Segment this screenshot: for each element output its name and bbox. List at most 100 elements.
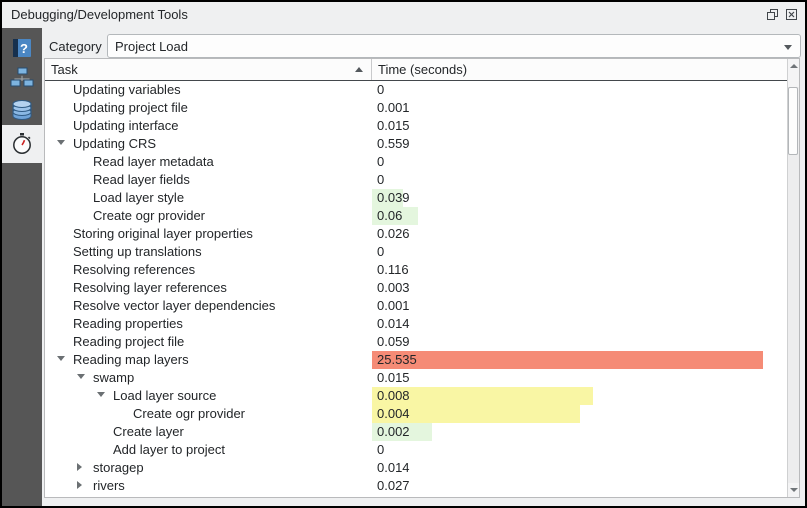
time-value: 0.059	[377, 334, 410, 349]
time-value: 0.001	[377, 100, 410, 115]
tree-expand-icon[interactable]	[77, 481, 82, 489]
time-cell: 0	[372, 441, 787, 459]
table-row[interactable]: Read layer fields 0	[45, 171, 787, 189]
table-row[interactable]: Load layer style 0.039	[45, 189, 787, 207]
task-cell: Setting up translations	[45, 243, 372, 261]
time-value: 0.004	[377, 406, 410, 421]
time-value: 0.039	[377, 190, 410, 205]
float-icon	[767, 9, 778, 20]
float-window-button[interactable]	[765, 7, 780, 22]
time-cell: 0.116	[372, 261, 787, 279]
category-label: Category	[49, 39, 102, 54]
table-row[interactable]: Read layer metadata 0	[45, 153, 787, 171]
table-row[interactable]: Create ogr provider 0.004	[45, 405, 787, 423]
table-row[interactable]: Updating variables 0	[45, 81, 787, 99]
table-row[interactable]: Resolving references 0.116	[45, 261, 787, 279]
time-cell: 0.014	[372, 459, 787, 477]
task-label: Resolving layer references	[73, 280, 227, 295]
time-value: 0.026	[377, 226, 410, 241]
time-cell: 0.015	[372, 117, 787, 135]
time-cell: 0.014	[372, 315, 787, 333]
chevron-down-icon	[784, 45, 792, 50]
arrow-down-icon	[789, 488, 798, 492]
task-label: Create ogr provider	[93, 208, 205, 223]
close-icon	[786, 9, 797, 20]
titlebar[interactable]: Debugging/Development Tools	[2, 2, 805, 28]
table-row[interactable]: rivers 0.027	[45, 477, 787, 495]
table-row[interactable]: Setting up translations 0	[45, 243, 787, 261]
arrow-up-icon	[789, 64, 798, 68]
table-row[interactable]: Resolving layer references 0.003	[45, 279, 787, 297]
sidebar-tab-network-logger[interactable]	[2, 63, 42, 94]
table-row[interactable]: Create ogr provider 0.06	[45, 207, 787, 225]
table-row[interactable]: swamp 0.015	[45, 369, 787, 387]
time-value: 25.535	[377, 352, 417, 367]
tree-expand-icon[interactable]	[57, 356, 65, 361]
sidebar-tab-profiler[interactable]	[2, 125, 42, 163]
table-row[interactable]: storagep 0.014	[45, 459, 787, 477]
column-header-task[interactable]: Task	[45, 59, 372, 80]
time-cell: 0.008	[372, 387, 787, 405]
network-logger-icon	[10, 67, 34, 89]
sidebar-tab-api-help[interactable]: ?	[2, 32, 42, 63]
task-cell: Reading map layers	[45, 351, 372, 369]
task-label: Create layer	[113, 424, 184, 439]
task-label: Updating project file	[73, 100, 188, 115]
task-cell: Create ogr provider	[45, 405, 372, 423]
table-row[interactable]: Load layer source 0.008	[45, 387, 787, 405]
tree-expand-icon[interactable]	[77, 463, 82, 471]
time-value: 0	[377, 154, 385, 169]
table-row[interactable]: Updating CRS 0.559	[45, 135, 787, 153]
table-row[interactable]: Updating project file 0.001	[45, 99, 787, 117]
scrollbar-thumb[interactable]	[788, 87, 798, 155]
task-cell: Updating project file	[45, 99, 372, 117]
task-cell: Updating CRS	[45, 135, 372, 153]
stopwatch-profiler-icon	[13, 133, 31, 154]
table-row[interactable]: Resolve vector layer dependencies 0.001	[45, 297, 787, 315]
scroll-down-button[interactable]	[788, 483, 799, 497]
task-label: storagep	[93, 460, 144, 475]
task-label: Updating CRS	[73, 136, 157, 151]
time-value: 0	[377, 244, 385, 259]
table-row[interactable]: Reading properties 0.014	[45, 315, 787, 333]
table-row[interactable]: Reading map layers 25.535	[45, 351, 787, 369]
tree-expand-icon[interactable]	[77, 374, 85, 379]
vertical-scrollbar[interactable]	[787, 59, 799, 497]
table-row[interactable]: Storing original layer properties 0.026	[45, 225, 787, 243]
task-cell: Updating interface	[45, 117, 372, 135]
table-row[interactable]: Create layer 0.002	[45, 423, 787, 441]
table-row[interactable]: Reading project file 0.059	[45, 333, 787, 351]
time-value: 0.014	[377, 460, 410, 475]
time-value: 0.015	[377, 118, 410, 133]
task-cell: Reading project file	[45, 333, 372, 351]
category-select[interactable]: Project Load	[107, 34, 801, 58]
table-row[interactable]: Updating interface 0.015	[45, 117, 787, 135]
time-cell: 0.027	[372, 477, 787, 495]
time-heat-bar	[372, 189, 403, 207]
tree-expand-icon[interactable]	[57, 140, 65, 145]
close-button[interactable]	[784, 7, 799, 22]
table-body: Updating variables 0 Updating project fi…	[45, 81, 787, 497]
time-value: 0.559	[377, 136, 410, 151]
task-label: Create ogr provider	[133, 406, 245, 421]
time-heat-bar	[372, 423, 432, 441]
table-row[interactable]: Add layer to project 0	[45, 441, 787, 459]
column-header-time[interactable]: Time (seconds)	[378, 62, 468, 77]
time-value: 0.001	[377, 298, 410, 313]
time-heat-bar	[372, 207, 418, 225]
sidebar-tab-query-logger[interactable]	[2, 94, 42, 125]
task-cell: Reading properties	[45, 315, 372, 333]
task-label: Resolving references	[73, 262, 196, 277]
main-area: ?	[2, 28, 805, 506]
time-value: 0.027	[377, 478, 410, 493]
time-cell: 0	[372, 171, 787, 189]
time-cell: 0	[372, 81, 787, 99]
time-value: 0.06	[377, 208, 403, 223]
time-cell: 0.06	[372, 207, 787, 225]
time-cell: 25.535	[372, 351, 787, 369]
tree-expand-icon[interactable]	[97, 392, 105, 397]
time-cell: 0.001	[372, 297, 787, 315]
scroll-up-button[interactable]	[788, 59, 799, 73]
task-label: swamp	[93, 370, 135, 385]
task-cell: Load layer source	[45, 387, 372, 405]
